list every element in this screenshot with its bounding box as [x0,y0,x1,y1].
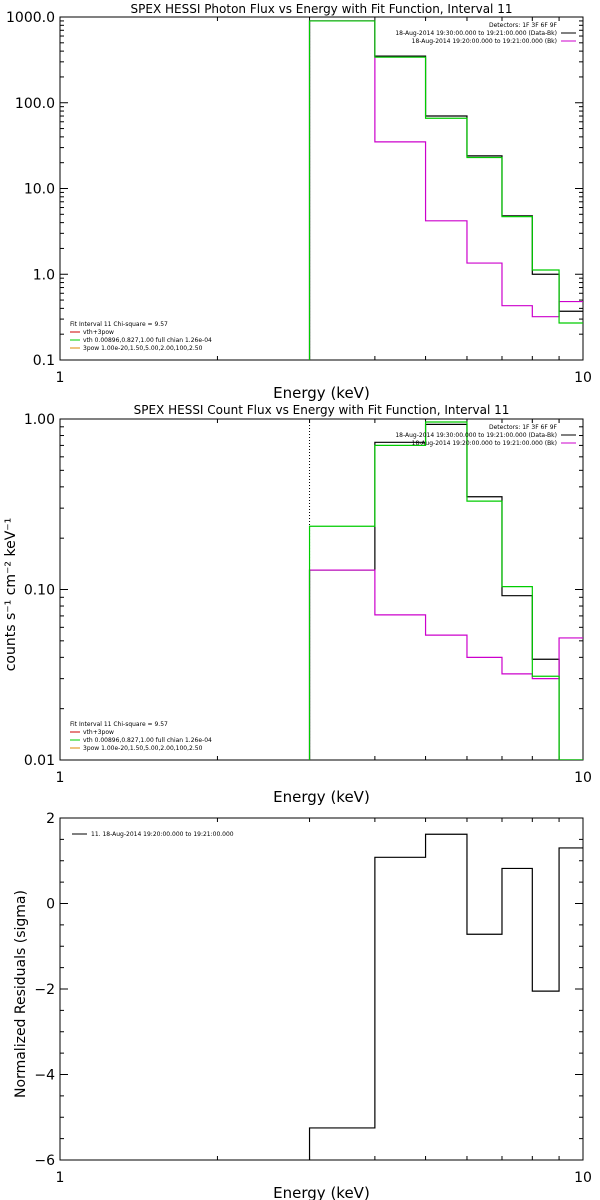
y-tick-label: 1.0 [33,267,55,283]
x-tick-label: 10 [574,370,592,386]
y-axis-label: Normalized Residuals (sigma) [13,890,29,1098]
y-tick-label: 10.0 [24,182,55,198]
y-tick-label: −2 [34,982,55,998]
legend-text: 11. 18-Aug-2014 19:20:00.000 to 19:21:00… [91,831,234,838]
series-line-1 [308,20,583,360]
legend-legend_bl: Fit Interval 11 Chi-square = 9.57vth+3po… [70,321,212,352]
y-tick-label: 0.1 [33,353,55,369]
y-tick-label: −4 [34,1068,55,1084]
legend-text: Fit Interval 11 Chi-square = 9.57 [70,321,168,328]
legend-text: vth+3pow [83,329,114,336]
chart-panel-3: 1 10 −6 −4 −2 0 2 Energy (keV) Normalized Residu… [13,811,592,1200]
x-tick-label: 1 [56,770,65,786]
y-tick-label: 100.0 [15,96,55,112]
data-layer [308,20,583,360]
series-line-1 [308,833,583,1160]
x-tick-label: 10 [574,770,592,786]
series-line-1 [308,423,583,760]
legend-text: Detectors: 1F 3F 6F 9F [489,424,558,431]
legend-text: vth+3pow [83,729,114,736]
y-tick-label: 1.00 [24,412,55,428]
legend-text: Detectors: 1F 3F 6F 9F [489,22,558,29]
legend-legend_bl: Fit Interval 11 Chi-square = 9.57vth+3po… [70,721,212,752]
chart-title: SPEX HESSI Photon Flux vs Energy with Fi… [131,2,513,16]
y-tick-label: 1000.0 [6,10,55,26]
legend-text: 18-Aug-2014 19:20:00.000 to 19:21:00.000… [412,440,557,447]
legend-text: 18-Aug-2014 19:20:00.000 to 19:21:00.000… [412,38,557,45]
x-tick-label: 1 [56,370,65,386]
data-layer [308,833,583,1160]
x-tick-label: 1 [56,1170,65,1186]
plot-frame [59,418,584,761]
chart-panel-2: 1 10 0.01 0.10 1.00 SPEX HESSI Count Flux vs … [3,403,592,806]
y-tick-label: 2 [46,811,55,827]
plot-frame [59,817,584,1161]
x-tick-label: 10 [574,1170,592,1186]
chart-panel-1: 1 10 0.1 1.0 10.0 100.0 1000.0 SPEX HESSI Photo… [6,2,592,402]
series-line-3 [308,20,583,360]
plot-frame [59,16,584,361]
series-line-2 [308,569,583,760]
legend-text: Fit Interval 11 Chi-square = 9.57 [70,721,168,728]
y-tick-label: −6 [34,1153,55,1169]
y-tick-label: 0.10 [24,583,55,599]
y-tick-label: 0.01 [24,753,55,769]
y-tick-label: 0 [46,897,55,913]
chart-title: SPEX HESSI Count Flux vs Energy with Fit… [134,403,510,417]
series-line-3 [308,421,583,760]
legend-text: vth 0.00896,0.827,1.00 full chian 1.26e-… [83,737,212,744]
legend-text: 18-Aug-2014 19:30:00.000 to 19:21:00.000… [395,432,557,439]
legend-text: 3pow 1.00e-20,1.50,5.00,2.00,100,2.50 [83,745,203,752]
x-axis-label: Energy (keV) [273,384,370,402]
legend-text: 18-Aug-2014 19:30:00.000 to 19:21:00.000… [395,30,557,37]
legend-text: vth 0.00896,0.827,1.00 full chian 1.26e-… [83,337,212,344]
legend-legend_tl: 11. 18-Aug-2014 19:20:00.000 to 19:21:00… [72,831,234,838]
y-axis-label: counts s⁻¹ cm⁻² keV⁻¹ [3,518,19,672]
data-layer [308,421,583,760]
series-line-2 [308,20,583,360]
x-axis-label: Energy (keV) [273,788,370,806]
x-axis-label: Energy (keV) [273,1184,370,1200]
legend-text: 3pow 1.00e-20,1.50,5.00,2.00,100,2.50 [83,345,203,352]
